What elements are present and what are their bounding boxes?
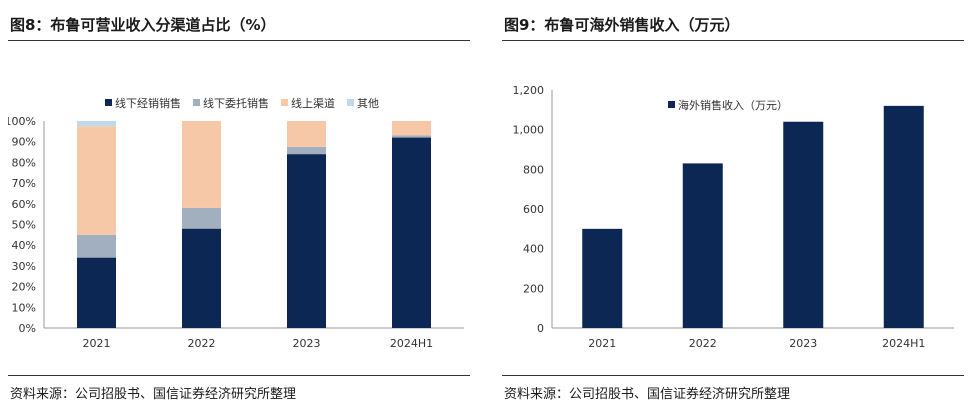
figure-8-panel: 图8：布鲁可营业收入分渠道占比（%） 0% 10% 20% 30% 40% 50% 60% 7… [8, 0, 478, 414]
legend-swatch [281, 99, 288, 106]
figure-9-bottom-rule [502, 375, 964, 376]
bar-1-2024H1 [883, 105, 924, 328]
y-tick-label: 20% [12, 281, 36, 294]
bar-3-2022 [182, 121, 221, 208]
overseas-revenue-chart: 0 200 400 600 800 1,000 1,200 2021 2022 2023 2024H… [513, 84, 954, 350]
bar-1-2021 [77, 257, 116, 328]
bar-1-2024H1 [392, 137, 431, 328]
x-tick-label: 2021 [588, 337, 616, 350]
figure-8-title: 图8：布鲁可营业收入分渠道占比（%） [10, 16, 276, 34]
x-tick-label: 2022 [689, 337, 717, 350]
y-tick-label: 30% [12, 260, 36, 273]
y-tick-label: 1,200 [513, 84, 545, 97]
y-tick-label: 60% [12, 198, 36, 211]
x-tick-label: 2024H1 [390, 337, 433, 350]
bar-4-2021 [77, 121, 116, 127]
bar-1-2022 [182, 228, 221, 328]
x-tick-label: 2024H1 [882, 337, 925, 350]
legend-label: 线下经销销售 [115, 96, 181, 110]
y-tick-label: 90% [12, 136, 36, 149]
x-tick-label: 2022 [188, 337, 216, 350]
y-tick-label: 400 [523, 243, 544, 256]
figure-8-source: 资料来源：公司招股书、国信证券经济研究所整理 [10, 387, 297, 402]
legend-label: 线下委托销售 [203, 96, 269, 110]
figure-8-top-rule [8, 40, 470, 41]
x-tick-label: 2021 [83, 337, 111, 350]
x-tick-label: 2023 [789, 337, 817, 350]
bar-1-2023 [783, 121, 824, 328]
bar-3-2024H1 [392, 121, 431, 136]
figure-9-source: 资料来源：公司招股书、国信证券经济研究所整理 [504, 387, 791, 402]
bar-1-2022 [682, 163, 723, 328]
figure-9-top-rule [502, 40, 964, 41]
bar-3-2023 [287, 121, 326, 147]
legend-swatch [347, 99, 354, 106]
y-tick-label: 70% [12, 177, 36, 190]
bar-2-2021 [77, 234, 116, 258]
figure-9-title: 图9：布鲁可海外销售收入（万元） [504, 16, 740, 34]
y-tick-label: 1,000 [513, 124, 545, 137]
y-tick-label: 600 [523, 203, 544, 216]
legend-swatch [105, 99, 112, 106]
y-tick-label: 0 [537, 322, 544, 335]
legend-label: 海外销售收入（万元） [678, 98, 788, 112]
y-tick-label: 80% [12, 156, 36, 169]
legend-swatch [193, 99, 200, 106]
y-tick-label: 40% [12, 239, 36, 252]
y-tick-label: 200 [523, 282, 544, 295]
y-tick-label: 10% [12, 301, 36, 314]
bar-2-2023 [287, 146, 326, 155]
figure-9-panel: 图9：布鲁可海外销售收入（万元） 0 200 400 600 800 1,000 1,200… [502, 0, 972, 414]
bar-3-2021 [77, 126, 116, 235]
channel-share-chart: 0% 10% 20% 30% 40% 50% 60% 70% 80% 90% 100% 2021 202… [8, 96, 464, 350]
figure-8-bottom-rule [8, 375, 470, 376]
y-tick-label: 100% [8, 115, 36, 128]
y-tick-label: 0% [19, 322, 36, 335]
bar-1-2021 [582, 228, 623, 328]
bar-1-2023 [287, 154, 326, 328]
x-tick-label: 2023 [293, 337, 321, 350]
y-tick-label: 800 [523, 163, 544, 176]
y-tick-label: 50% [12, 219, 36, 232]
bar-2-2024H1 [392, 135, 431, 138]
legend-label: 线上渠道 [291, 96, 335, 110]
bar-2-2022 [182, 207, 221, 229]
legend-label: 其他 [357, 97, 379, 110]
legend-swatch [668, 101, 675, 108]
